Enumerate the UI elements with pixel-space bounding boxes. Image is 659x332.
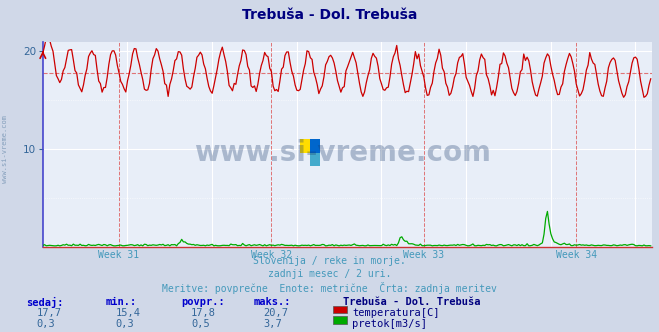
Text: www.si-vreme.com: www.si-vreme.com xyxy=(2,116,9,183)
Text: Trebuša - Dol. Trebuša: Trebuša - Dol. Trebuša xyxy=(343,297,480,307)
Text: 17,8: 17,8 xyxy=(191,308,216,318)
Text: 0,3: 0,3 xyxy=(36,319,55,329)
Text: Week 32: Week 32 xyxy=(251,250,292,260)
Text: pretok[m3/s]: pretok[m3/s] xyxy=(352,319,427,329)
Text: Week 33: Week 33 xyxy=(403,250,444,260)
Text: povpr.:: povpr.: xyxy=(181,297,225,307)
Text: zadnji mesec / 2 uri.: zadnji mesec / 2 uri. xyxy=(268,269,391,279)
Text: Meritve: povprečne  Enote: metrične  Črta: zadnja meritev: Meritve: povprečne Enote: metrične Črta:… xyxy=(162,282,497,293)
Text: 0,3: 0,3 xyxy=(115,319,134,329)
Text: sedaj:: sedaj: xyxy=(26,297,64,308)
Text: 15,4: 15,4 xyxy=(115,308,140,318)
Text: Week 34: Week 34 xyxy=(556,250,597,260)
Text: Slovenija / reke in morje.: Slovenija / reke in morje. xyxy=(253,256,406,266)
Text: 0,5: 0,5 xyxy=(191,319,210,329)
Bar xyxy=(310,153,320,166)
Text: min.:: min.: xyxy=(105,297,136,307)
Text: Trebuša - Dol. Trebuša: Trebuša - Dol. Trebuša xyxy=(242,8,417,22)
Text: maks.:: maks.: xyxy=(254,297,291,307)
Bar xyxy=(300,139,310,153)
Bar xyxy=(310,139,320,153)
Text: temperatura[C]: temperatura[C] xyxy=(352,308,440,318)
Text: 20,7: 20,7 xyxy=(264,308,289,318)
Text: Week 31: Week 31 xyxy=(98,250,140,260)
Text: www.si-vreme.com: www.si-vreme.com xyxy=(194,139,491,167)
Text: 17,7: 17,7 xyxy=(36,308,61,318)
Text: 3,7: 3,7 xyxy=(264,319,282,329)
